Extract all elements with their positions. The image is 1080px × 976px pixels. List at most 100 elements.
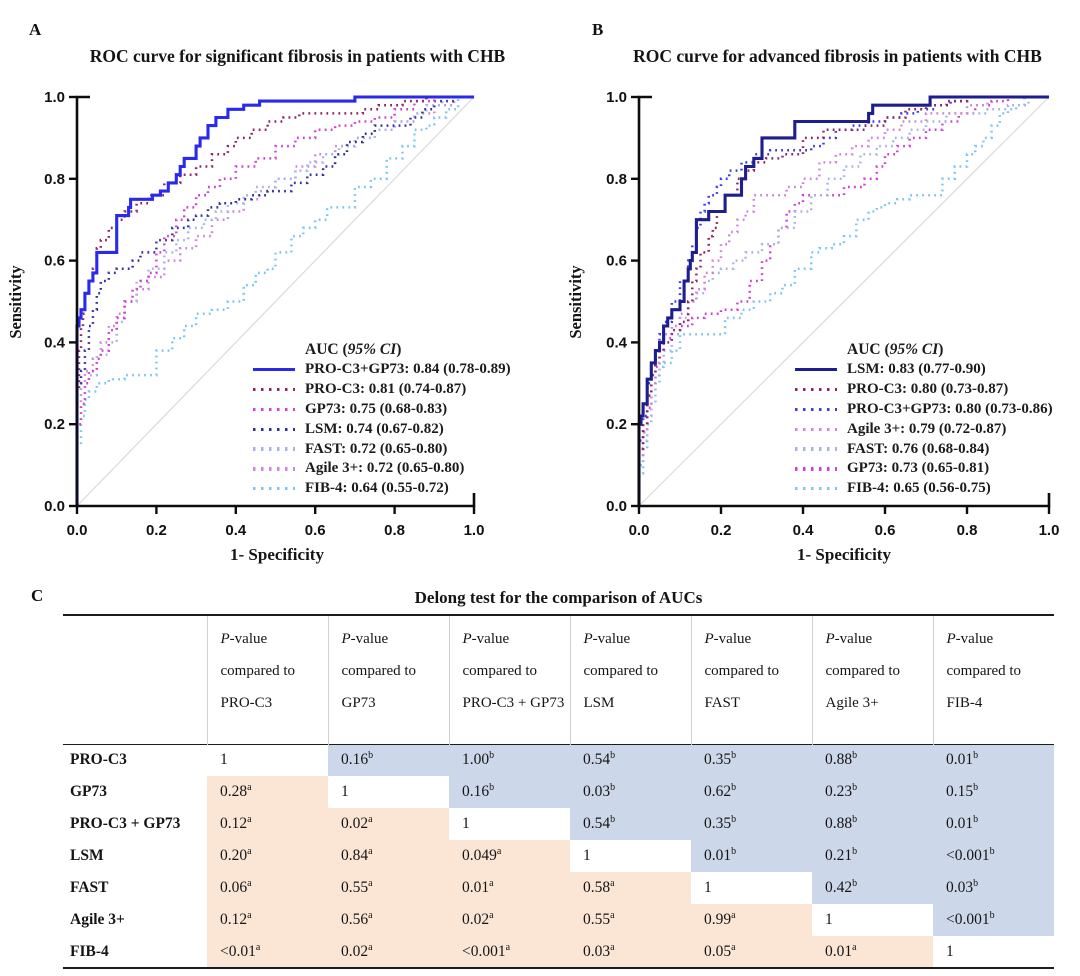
- row-label: Agile 3+: [63, 904, 207, 936]
- dotted-line-swatch: [795, 447, 837, 451]
- legend-item-pro-c3: PRO-C3: 0.81 (0.74-0.87): [253, 380, 511, 400]
- row-label: LSM: [63, 840, 207, 872]
- column-header-gp73: P-value compared to GP73: [327, 615, 449, 744]
- p-value-cell: 0.01b: [691, 840, 812, 872]
- p-value-cell: 1: [812, 904, 933, 936]
- legend-item-fib-4: FIB-4: 0.64 (0.55-0.72): [253, 479, 511, 499]
- roc-curve-fast: [637, 95, 1049, 506]
- legend-item-lsm: LSM: 0.74 (0.67-0.82): [253, 419, 511, 439]
- p-value-cell: 0.16b: [328, 744, 449, 776]
- roc-curve-pro-c3-gp73: [75, 95, 474, 506]
- p-value-cell: 0.88b: [812, 744, 933, 776]
- p-value-cell: 0.16b: [449, 776, 570, 808]
- panel-a-label: A: [29, 20, 42, 39]
- p-value-cell: 0.99a: [691, 904, 812, 936]
- p-value-cell: 0.28a: [207, 776, 328, 808]
- p-value-cell: 0.84a: [328, 840, 449, 872]
- legend-label: PRO-C3+GP73: 0.80 (0.73-0.86): [847, 400, 1053, 417]
- p-value-cell: 0.20a: [207, 840, 328, 872]
- legend-item-fast: FAST: 0.72 (0.65-0.80): [253, 439, 511, 459]
- row-label: PRO-C3 + GP73: [63, 808, 207, 840]
- p-value-cell: 0.12a: [207, 904, 328, 936]
- table-row-lsm: LSM 0.20a 0.84a 0.049a 1 0.01b 0.21b <0.001b: [63, 840, 1054, 872]
- p-value-cell: 0.01a: [812, 936, 933, 968]
- roc-curve-agile-3: [637, 95, 1049, 506]
- y-tick-label: 0.4: [606, 334, 628, 351]
- p-value-cell: 0.01a: [449, 872, 570, 904]
- dotted-line-swatch: [253, 407, 295, 412]
- table-row-agile-3: Agile 3+ 0.12a 0.56a 0.02a 0.55a 0.99a 1 <0.001…: [63, 904, 1054, 936]
- x-tick-label: 0.4: [225, 522, 247, 539]
- table-row-pro-c3: PRO-C3 1 0.16b 1.00b 0.54b 0.35b 0.88b 0.01b: [63, 744, 1054, 776]
- chart-b-xlabel: 1- Specificity: [797, 545, 891, 564]
- legend-header: AUC (95% CI): [847, 341, 944, 358]
- panel-c-label: C: [31, 586, 44, 605]
- table-row-fib-4: FIB-4 <0.01a 0.02a <0.001a 0.03a 0.05a 0.01a 1: [63, 936, 1054, 968]
- p-value-cell: 0.05a: [691, 936, 812, 968]
- p-value-cell: 0.02a: [328, 808, 449, 840]
- y-tick-label: 0.8: [44, 171, 65, 188]
- table-row-pro-c3-gp73: PRO-C3 + GP73 0.12a 0.02a 1 0.54b 0.35b 0.88b 0…: [63, 808, 1054, 840]
- legend-item-fast: FAST: 0.76 (0.68-0.84): [795, 439, 1053, 459]
- p-value-cell: 0.01b: [933, 808, 1054, 840]
- legend-label: FAST: 0.76 (0.68-0.84): [847, 440, 990, 457]
- dotted-line-swatch: [253, 387, 295, 392]
- legend-item-gp73: GP73: 0.75 (0.68-0.83): [253, 400, 511, 420]
- p-value-cell: 1: [933, 936, 1054, 968]
- p-value-cell: 0.01b: [933, 744, 1054, 776]
- p-value-cell: 0.88b: [812, 808, 933, 840]
- p-value-cell: <0.001b: [933, 904, 1054, 936]
- diagonal-reference-line: [638, 96, 1050, 507]
- delong-table: P-value compared to PRO-C3 P-value compared …: [63, 614, 1054, 969]
- p-value-cell: <0.01a: [207, 936, 328, 968]
- column-header-fast: P-value compared to FAST: [690, 615, 812, 744]
- p-value-cell: 0.35b: [691, 808, 812, 840]
- x-tick-label: 1.0: [464, 522, 485, 539]
- x-tick-label: 0.2: [146, 522, 167, 539]
- p-value-cell: 0.42b: [812, 872, 933, 904]
- p-value-cell: 0.35b: [691, 744, 812, 776]
- p-value-cell: 0.03b: [933, 872, 1054, 904]
- roc-charts-canvas: 0.00.00.20.20.40.40.60.60.80.81.01.00.00…: [44, 89, 1059, 539]
- column-header-pro-c3-gp73: P-value compared to PRO-C3 + GP73: [448, 615, 570, 744]
- column-header-agile-3: P-value compared to Agile 3+: [811, 615, 933, 744]
- table-header-row: P-value compared to PRO-C3 P-value compared …: [63, 615, 1054, 744]
- p-value-cell: 1: [328, 776, 449, 808]
- legend-item-agile-3: Agile 3+: 0.72 (0.65-0.80): [253, 459, 511, 479]
- row-label: GP73: [63, 776, 207, 808]
- y-tick-label: 0.2: [44, 416, 65, 433]
- row-label: FIB-4: [63, 936, 207, 968]
- p-value-cell: 1: [207, 744, 328, 776]
- p-value-cell: 0.62b: [691, 776, 812, 808]
- p-value-cell: 0.06a: [207, 872, 328, 904]
- p-value-cell: 0.55a: [328, 872, 449, 904]
- diagonal-reference-line: [76, 96, 475, 507]
- legend-item-pro-c3-gp73: PRO-C3+GP73: 0.84 (0.78-0.89): [253, 360, 511, 380]
- legend-item-pro-c3-gp73: PRO-C3+GP73: 0.80 (0.73-0.86): [795, 400, 1053, 420]
- legend-label: Agile 3+: 0.79 (0.72-0.87): [847, 420, 1007, 437]
- table-row-gp73: GP73 0.28a 1 0.16b 0.03b 0.62b 0.23b 0.15b: [63, 776, 1054, 808]
- roc-curve-pro-c3: [637, 95, 1049, 506]
- chart-b-title: ROC curve for advanced fibrosis in patie…: [633, 46, 1042, 66]
- legend-label: PRO-C3: 0.80 (0.73-0.87): [847, 381, 1009, 398]
- legend-item-lsm: LSM: 0.83 (0.77-0.90): [795, 360, 1053, 380]
- legend-label: FIB-4: 0.65 (0.56-0.75): [847, 480, 991, 497]
- roc-panel-a: 0.00.0 0.2 0.2 0.4 0.4 0.6 0.6 0.8 0.8 1.0 1.0: [44, 89, 484, 539]
- legend-label: GP73: 0.75 (0.68-0.83): [305, 400, 448, 417]
- dotted-line-swatch: [795, 467, 837, 471]
- legend-label: LSM: 0.83 (0.77-0.90): [847, 361, 986, 378]
- dotted-line-swatch: [795, 407, 837, 412]
- p-value-cell: 0.12a: [207, 808, 328, 840]
- x-tick-label: 0.0: [629, 522, 650, 539]
- solid-line-swatch: [795, 368, 837, 372]
- chart-b-legend: AUC (95% CI) LSM: 0.83 (0.77-0.90) PRO-C3:…: [795, 340, 1053, 499]
- dotted-line-swatch: [795, 486, 837, 491]
- y-tick-label: 0.0: [44, 498, 65, 515]
- p-value-cell: 0.15b: [933, 776, 1054, 808]
- x-tick-label: 0.2: [711, 522, 732, 539]
- chart-a-xlabel: 1- Specificity: [230, 545, 324, 564]
- legend-item-gp73: GP73: 0.73 (0.65-0.81): [795, 459, 1053, 479]
- p-value-cell: 0.56a: [328, 904, 449, 936]
- chart-a-ylabel: Sensitivity: [6, 265, 25, 339]
